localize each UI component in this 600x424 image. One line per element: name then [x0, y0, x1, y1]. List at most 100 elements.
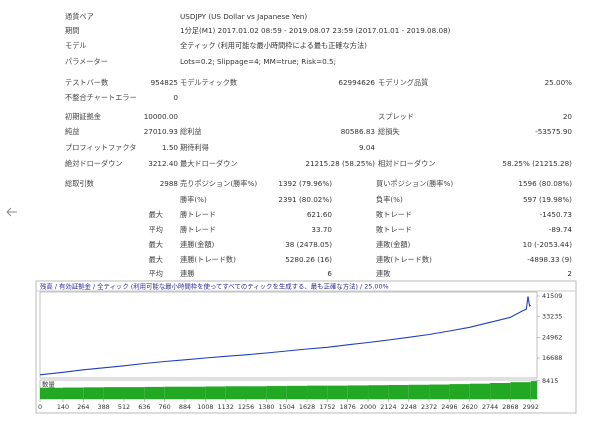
stat-value: -4898.33 (9)	[527, 255, 572, 264]
x-tick-label: 264	[77, 403, 89, 411]
field-label: 期間	[65, 26, 79, 35]
x-tick-label: 1380	[258, 403, 274, 411]
stat-value: 10 (-2053.44)	[523, 240, 573, 249]
stat-label: 売りポジション(勝率%)	[180, 179, 257, 188]
stat-value: 21215.28 (58.25%)	[305, 159, 375, 168]
stat-value: 1596 (80.08%)	[518, 179, 572, 188]
stat-value: 1392 (79.96%)	[278, 179, 332, 188]
x-tick-label: 2992	[523, 403, 539, 411]
stat-label: 負率(%)	[376, 195, 403, 204]
stat-label: 連勝	[180, 269, 194, 278]
stat-label: 期待利得	[180, 143, 209, 152]
stat-label: モデルティック数	[180, 78, 237, 87]
stat-value: 33.70	[311, 225, 332, 234]
stat-value: 58.25% (21215.28)	[502, 159, 572, 168]
stat-label: 勝率(%)	[180, 195, 207, 204]
stat-label: 連勝(金額)	[180, 240, 215, 249]
x-tick-label: 760	[159, 403, 171, 411]
stat-label: プロフィットファクタ	[65, 143, 136, 152]
x-tick-label: 1008	[197, 403, 213, 411]
stat-label: 純益	[65, 127, 79, 136]
stat-label: 連敗	[376, 269, 390, 278]
y-tick-label: 41509	[542, 292, 562, 300]
volume-bar	[449, 384, 470, 399]
stat-value: -53575.90	[535, 127, 572, 136]
row-prefix: 最大	[149, 255, 163, 264]
field-value: 全ティック (利用可能な最小時間枠による最も正確な方法)	[180, 41, 367, 50]
stat-label: 総利益	[180, 127, 202, 136]
x-tick-label: 636	[138, 403, 150, 411]
volume-bar	[144, 386, 165, 399]
x-tick-label: 2496	[441, 403, 457, 411]
volume-bar	[307, 385, 328, 399]
stat-label: 連勝(トレード数)	[180, 255, 236, 264]
volume-bar	[368, 385, 389, 399]
chart-title: 残高 / 有効証拠金 / 全ティック (利用可能な最小時間枠を使ってすべてのティ…	[40, 282, 389, 291]
volume-label: 数量	[42, 380, 55, 389]
x-tick-label: 512	[118, 403, 130, 411]
x-tick-label: 1752	[319, 403, 335, 411]
stat-label: 連敗(金額)	[376, 240, 411, 249]
stat-value: 27010.93	[144, 127, 178, 136]
row-prefix: 最大	[149, 240, 163, 249]
x-tick-label: 1256	[238, 403, 254, 411]
stat-label: 勝トレード	[180, 225, 216, 234]
x-tick-label: 884	[179, 403, 191, 411]
stat-value: 5280.26 (16)	[285, 255, 332, 264]
field-value: 1分足(M1) 2017.01.02 08:59 - 2019.08.07 23…	[180, 26, 451, 35]
stat-label: 最大ドローダウン	[180, 159, 238, 168]
x-tick-label: 2868	[502, 403, 518, 411]
stat-value: 3212.40	[148, 159, 178, 168]
stat-label: 相対ドローダウン	[378, 159, 436, 168]
stat-label: 総損失	[378, 127, 400, 136]
volume-bar	[327, 385, 348, 399]
stat-value: 38 (2478.05)	[285, 240, 332, 249]
x-tick-label: 2620	[462, 403, 478, 411]
stat-label: 買いポジション(勝率%)	[376, 179, 453, 188]
x-tick-label: 2000	[360, 403, 376, 411]
stat-label: 絶対ドローダウン	[65, 159, 123, 168]
y-tick-label: 16688	[542, 354, 562, 362]
stat-value: 597 (19.98%)	[523, 195, 572, 204]
volume-bar	[510, 382, 531, 399]
stat-value: 62994626	[338, 78, 375, 87]
field-value: Lots=0.2; Slippage=4; MM=true; Risk=0.5;	[180, 57, 336, 66]
stat-value: 621.60	[307, 210, 333, 219]
volume-bar	[103, 387, 124, 399]
back-arrow[interactable]	[6, 207, 17, 217]
stat-value: 2988	[160, 179, 179, 188]
stat-value: 9.04	[359, 143, 375, 152]
stat-value: 954825	[151, 78, 178, 87]
stat-value: 10000.00	[144, 112, 179, 121]
stat-value: 80586.83	[341, 127, 375, 136]
stat-label: 不整合チャートエラー	[65, 93, 137, 102]
stat-label: テストバー数	[65, 78, 108, 87]
volume-bar	[123, 387, 145, 399]
volume-bar	[184, 386, 206, 399]
field-label: パラメーター	[65, 57, 108, 66]
volume-bar	[62, 387, 84, 399]
x-tick-label: 2124	[380, 403, 396, 411]
stat-label: 総取引数	[65, 179, 94, 188]
stat-value: 2391 (80.02%)	[278, 195, 332, 204]
x-tick-label: 2248	[401, 403, 417, 411]
field-label: モデル	[65, 41, 87, 50]
stat-label: 初期証拠金	[65, 112, 101, 121]
x-tick-label: 388	[98, 403, 110, 411]
volume-bar	[225, 386, 247, 399]
stat-value: 20	[563, 112, 573, 121]
field-label: 通貨ペア	[65, 12, 94, 21]
volume-bar	[40, 387, 63, 399]
y-tick-label: 33235	[542, 313, 562, 321]
volume-bar	[469, 383, 491, 399]
volume-bar	[429, 384, 450, 399]
x-tick-label: 1628	[299, 403, 315, 411]
x-tick-label: 1132	[218, 403, 234, 411]
row-prefix: 最大	[149, 210, 163, 219]
stat-value: 2	[567, 269, 572, 278]
volume-bar	[530, 381, 537, 399]
volume-bar	[286, 385, 308, 399]
stat-label: 連敗(トレード数)	[376, 255, 432, 264]
volume-bar	[205, 386, 226, 399]
